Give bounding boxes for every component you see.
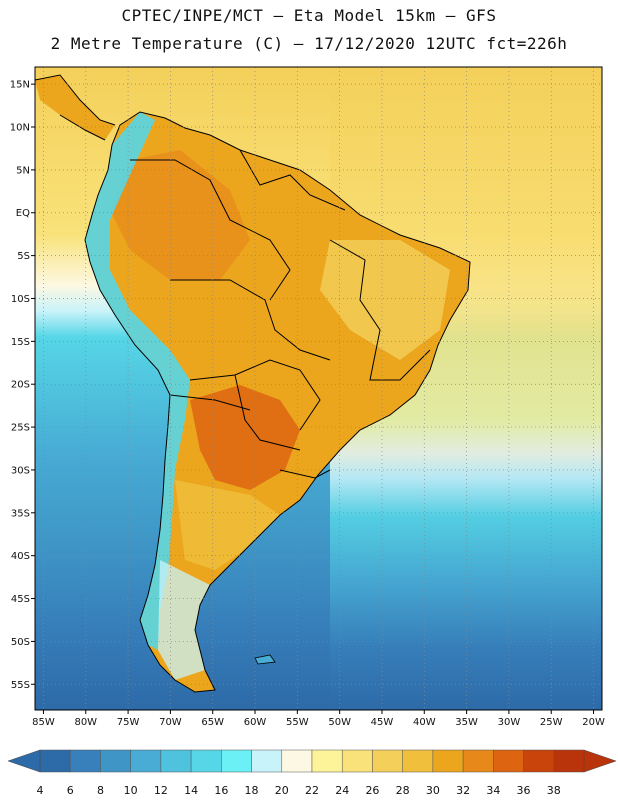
colorbar-label: 34 (486, 784, 500, 797)
lon-tick-label: 55W (286, 717, 309, 728)
colorbar-label: 24 (335, 784, 349, 797)
colorbar-label: 30 (426, 784, 440, 797)
colorbar-label: 36 (517, 784, 531, 797)
colorbar-label: 10 (124, 784, 138, 797)
colorbar-cell (402, 749, 434, 773)
caribbean-coast (35, 74, 116, 141)
colorbar-cell (39, 749, 71, 773)
interior-hot-region (190, 385, 300, 490)
colorbar-label: 26 (365, 784, 379, 797)
lon-tick-label: 60W (244, 717, 267, 728)
colorbar-cell (553, 749, 585, 773)
lon-tick-label: 80W (74, 717, 97, 728)
lat-tick-label: 55S (11, 680, 30, 691)
northeast-mild-region (320, 240, 450, 360)
lat-tick-label: 40S (11, 551, 30, 562)
lat-tick-label: 5N (16, 165, 30, 176)
lat-tick-label: 10S (11, 294, 30, 305)
colorbar-cell (190, 749, 222, 773)
colorbar-cell (160, 749, 192, 773)
map-frame (34, 66, 603, 711)
colorbar-cell (100, 749, 131, 773)
lat-tick-label: 35S (11, 508, 30, 519)
lon-tick-label: 75W (117, 717, 140, 728)
lat-tick-label: EQ (16, 208, 30, 219)
colorbar-label: 4 (37, 784, 44, 797)
lon-tick-label: 20W (582, 717, 605, 728)
lat-lon-grid (35, 67, 602, 710)
lat-tick-label: 25S (11, 423, 30, 434)
patagonia-cool-region (158, 560, 210, 680)
map-subtitle: 2 Metre Temperature (C) – 17/12/2020 12U… (50, 34, 568, 53)
falkland-islands (254, 654, 276, 665)
map-title: CPTEC/INPE/MCT – Eta Model 15km – GFS (121, 6, 497, 25)
lon-tick-label: 30W (498, 717, 521, 728)
colorbar-cell (251, 749, 283, 773)
colorbar: 4 6 8 10 12 14 16 18 20 22 24 26 28 30 32 34 36 38 (7, 749, 617, 797)
colorbar-cell (130, 749, 162, 773)
colorbar-label: 18 (245, 784, 259, 797)
colorbar-cell (341, 749, 373, 773)
amazon-warm-region (110, 150, 250, 280)
colorbar-cell (221, 749, 252, 773)
lon-tick-label: 65W (201, 717, 224, 728)
colorbar-label: 12 (154, 784, 168, 797)
colorbar-label: 28 (396, 784, 410, 797)
lat-tick-label: 20S (11, 380, 30, 391)
colorbar-cell (462, 749, 494, 773)
temperature-map: 15N 10N 5N EQ 5S 10S 15S 20S 25S 30S 35S 40S 45S 50S 5… (10, 66, 605, 728)
lon-tick-label: 40W (413, 717, 436, 728)
colorbar-label: 8 (97, 784, 104, 797)
lon-tick-label: 35W (455, 717, 478, 728)
colorbar-cell (432, 749, 464, 773)
colorbar-cell (311, 749, 343, 773)
colorbar-label: 22 (305, 784, 319, 797)
country-borders (130, 149, 431, 479)
colorbar-cell (523, 749, 555, 773)
lat-tick-label: 15N (10, 80, 30, 91)
colorbar-high-arrow (583, 749, 617, 773)
lat-tick-label: 50S (11, 637, 30, 648)
southern-cone-mild (175, 480, 280, 570)
lon-tick-label: 25W (540, 717, 563, 728)
colorbar-cell (372, 749, 403, 773)
central-america-land (35, 75, 115, 140)
lat-tick-label: 10N (10, 123, 30, 134)
colorbar-label: 20 (275, 784, 289, 797)
colorbar-low-arrow (7, 749, 41, 773)
lat-tick-label: 30S (11, 465, 30, 476)
andes-cold-band (85, 112, 190, 650)
colorbar-label: 38 (547, 784, 561, 797)
colorbar-label: 14 (184, 784, 198, 797)
lat-tick-label: 5S (17, 251, 30, 262)
lat-tick-label: 45S (11, 594, 30, 605)
colorbar-label: 6 (67, 784, 74, 797)
colorbar-label: 16 (214, 784, 228, 797)
lon-tick-label: 50W (328, 717, 351, 728)
colorbar-label: 32 (456, 784, 470, 797)
colorbar-cell (69, 749, 101, 773)
lon-tick-label: 45W (371, 717, 394, 728)
colorbar-cell (493, 749, 524, 773)
lat-tick-label: 15S (11, 337, 30, 348)
lon-tick-label: 85W (32, 717, 55, 728)
coastline (84, 111, 471, 693)
lon-tick-label: 70W (159, 717, 182, 728)
colorbar-cell (281, 749, 313, 773)
